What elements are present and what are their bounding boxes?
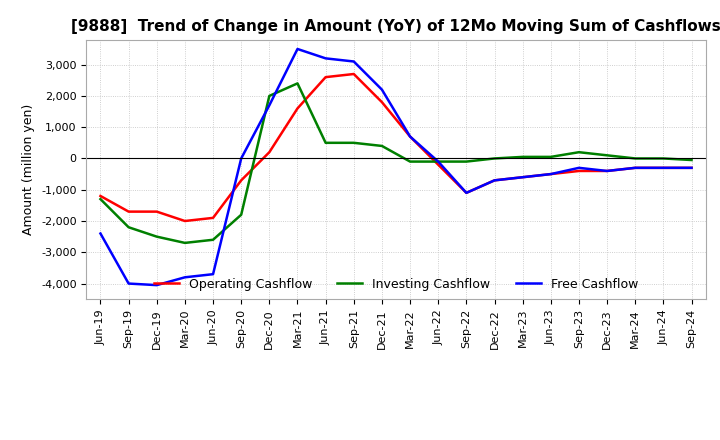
Free Cashflow xyxy=(546,172,555,177)
Operating Cashflow xyxy=(631,165,639,170)
Operating Cashflow xyxy=(546,172,555,177)
Line: Investing Cashflow: Investing Cashflow xyxy=(101,84,691,243)
Investing Cashflow xyxy=(462,159,471,164)
Free Cashflow xyxy=(462,190,471,195)
Investing Cashflow xyxy=(687,158,696,163)
Free Cashflow xyxy=(96,231,105,236)
Free Cashflow xyxy=(434,159,443,164)
Operating Cashflow xyxy=(321,74,330,80)
Line: Operating Cashflow: Operating Cashflow xyxy=(101,74,691,221)
Investing Cashflow xyxy=(349,140,358,146)
Free Cashflow xyxy=(237,156,246,161)
Legend: Operating Cashflow, Investing Cashflow, Free Cashflow: Operating Cashflow, Investing Cashflow, … xyxy=(149,272,643,296)
Investing Cashflow xyxy=(153,234,161,239)
Free Cashflow xyxy=(377,87,386,92)
Free Cashflow xyxy=(687,165,696,170)
Y-axis label: Amount (million yen): Amount (million yen) xyxy=(22,104,35,235)
Investing Cashflow xyxy=(125,225,133,230)
Title: [9888]  Trend of Change in Amount (YoY) of 12Mo Moving Sum of Cashflows: [9888] Trend of Change in Amount (YoY) o… xyxy=(71,19,720,34)
Investing Cashflow xyxy=(575,150,583,155)
Free Cashflow xyxy=(631,165,639,170)
Investing Cashflow xyxy=(293,81,302,86)
Operating Cashflow xyxy=(237,178,246,183)
Free Cashflow xyxy=(265,103,274,108)
Investing Cashflow xyxy=(209,237,217,242)
Free Cashflow xyxy=(181,275,189,280)
Operating Cashflow xyxy=(153,209,161,214)
Free Cashflow xyxy=(575,165,583,170)
Free Cashflow xyxy=(349,59,358,64)
Investing Cashflow xyxy=(490,156,499,161)
Investing Cashflow xyxy=(321,140,330,146)
Free Cashflow xyxy=(209,271,217,277)
Operating Cashflow xyxy=(209,215,217,220)
Operating Cashflow xyxy=(349,71,358,77)
Free Cashflow xyxy=(518,175,527,180)
Operating Cashflow xyxy=(575,169,583,174)
Investing Cashflow xyxy=(181,240,189,246)
Operating Cashflow xyxy=(293,106,302,111)
Free Cashflow xyxy=(153,282,161,288)
Investing Cashflow xyxy=(659,156,667,161)
Operating Cashflow xyxy=(377,99,386,105)
Operating Cashflow xyxy=(434,162,443,167)
Free Cashflow xyxy=(293,46,302,51)
Free Cashflow xyxy=(406,134,415,139)
Free Cashflow xyxy=(603,169,611,174)
Investing Cashflow xyxy=(265,93,274,99)
Operating Cashflow xyxy=(181,218,189,224)
Operating Cashflow xyxy=(265,150,274,155)
Operating Cashflow xyxy=(687,165,696,170)
Operating Cashflow xyxy=(406,134,415,139)
Investing Cashflow xyxy=(434,159,443,164)
Investing Cashflow xyxy=(406,159,415,164)
Operating Cashflow xyxy=(603,169,611,174)
Line: Free Cashflow: Free Cashflow xyxy=(101,49,691,285)
Investing Cashflow xyxy=(237,212,246,217)
Operating Cashflow xyxy=(518,175,527,180)
Investing Cashflow xyxy=(518,154,527,160)
Operating Cashflow xyxy=(659,165,667,170)
Investing Cashflow xyxy=(377,143,386,149)
Operating Cashflow xyxy=(125,209,133,214)
Operating Cashflow xyxy=(490,178,499,183)
Operating Cashflow xyxy=(96,193,105,198)
Free Cashflow xyxy=(490,178,499,183)
Investing Cashflow xyxy=(546,154,555,160)
Operating Cashflow xyxy=(462,190,471,195)
Free Cashflow xyxy=(659,165,667,170)
Investing Cashflow xyxy=(603,153,611,158)
Free Cashflow xyxy=(125,281,133,286)
Free Cashflow xyxy=(321,56,330,61)
Investing Cashflow xyxy=(631,156,639,161)
Investing Cashflow xyxy=(96,197,105,202)
